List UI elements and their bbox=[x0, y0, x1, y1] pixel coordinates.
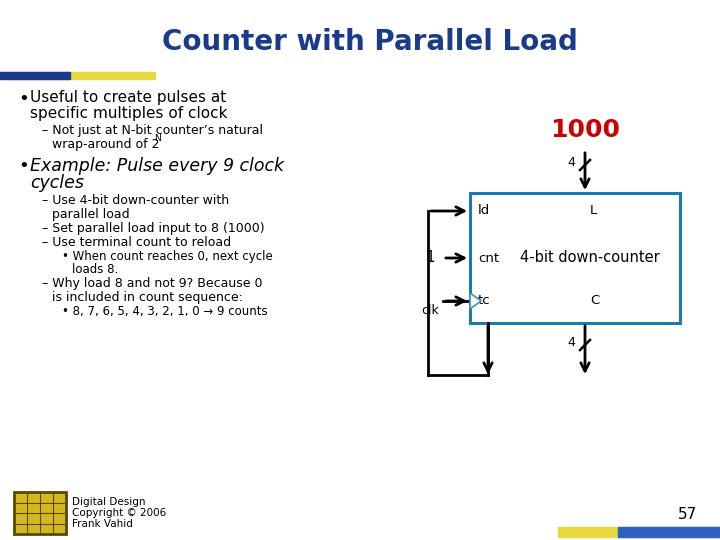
Text: 4: 4 bbox=[567, 156, 575, 168]
Text: – Use terminal count to reload: – Use terminal count to reload bbox=[42, 236, 231, 249]
Text: 4-bit down-counter: 4-bit down-counter bbox=[520, 251, 660, 266]
Text: is included in count sequence:: is included in count sequence: bbox=[52, 291, 243, 304]
Text: •: • bbox=[18, 157, 29, 175]
Text: cycles: cycles bbox=[30, 174, 84, 192]
Text: Frank Vahid: Frank Vahid bbox=[72, 519, 133, 529]
Bar bbox=[558, 527, 720, 537]
Text: Example: Pulse every 9 clock: Example: Pulse every 9 clock bbox=[30, 157, 284, 175]
Text: 1: 1 bbox=[426, 251, 435, 266]
Text: 1000: 1000 bbox=[550, 118, 620, 142]
Text: •: • bbox=[18, 90, 29, 108]
Text: • 8, 7, 6, 5, 4, 3, 2, 1, 0 → 9 counts: • 8, 7, 6, 5, 4, 3, 2, 1, 0 → 9 counts bbox=[62, 305, 268, 318]
Text: Copyright © 2006: Copyright © 2006 bbox=[72, 508, 166, 518]
Text: – Why load 8 and not 9? Because 0: – Why load 8 and not 9? Because 0 bbox=[42, 277, 263, 290]
Bar bbox=[618, 527, 720, 537]
Text: cnt: cnt bbox=[478, 252, 499, 265]
Text: Counter with Parallel Load: Counter with Parallel Load bbox=[162, 28, 578, 56]
Bar bbox=[14, 492, 66, 534]
Text: – Not just at N-bit counter’s natural: – Not just at N-bit counter’s natural bbox=[42, 124, 263, 137]
Text: clk: clk bbox=[421, 305, 439, 318]
Bar bbox=[470, 193, 680, 323]
Text: tc: tc bbox=[478, 294, 490, 307]
Text: C: C bbox=[590, 294, 599, 307]
Polygon shape bbox=[470, 293, 481, 309]
Text: 57: 57 bbox=[678, 507, 697, 522]
Text: Digital Design: Digital Design bbox=[72, 497, 145, 507]
Text: L: L bbox=[590, 205, 598, 218]
Text: ld: ld bbox=[478, 205, 490, 218]
Text: 4: 4 bbox=[567, 335, 575, 348]
Text: N: N bbox=[154, 134, 161, 143]
Bar bbox=[0, 72, 155, 79]
Text: – Set parallel load input to 8 (1000): – Set parallel load input to 8 (1000) bbox=[42, 222, 265, 235]
Text: loads 8.: loads 8. bbox=[72, 263, 118, 276]
Text: – Use 4-bit down-counter with: – Use 4-bit down-counter with bbox=[42, 194, 229, 207]
Text: • When count reaches 0, next cycle: • When count reaches 0, next cycle bbox=[62, 250, 273, 263]
Text: parallel load: parallel load bbox=[52, 208, 130, 221]
Text: Useful to create pulses at: Useful to create pulses at bbox=[30, 90, 226, 105]
Bar bbox=[0, 72, 70, 79]
Text: specific multiples of clock: specific multiples of clock bbox=[30, 106, 228, 121]
Text: wrap-around of 2: wrap-around of 2 bbox=[52, 138, 160, 151]
